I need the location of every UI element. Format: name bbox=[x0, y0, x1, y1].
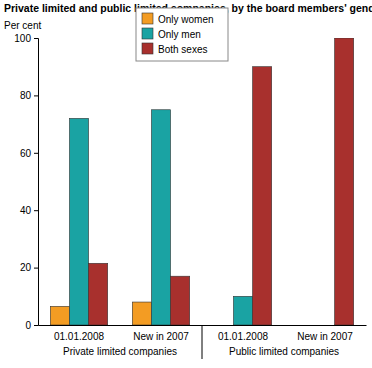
y-tick: 0 bbox=[25, 320, 38, 331]
legend-label: Only women bbox=[158, 14, 214, 25]
y-axis-title: Per cent bbox=[4, 20, 41, 31]
y-tick-mark bbox=[34, 268, 38, 269]
x-tick: New in 2007 bbox=[297, 325, 353, 342]
y-tick-label: 40 bbox=[20, 205, 32, 216]
y-tick-mark bbox=[34, 325, 38, 326]
bar bbox=[69, 118, 88, 325]
y-tick-mark bbox=[34, 153, 38, 154]
bar bbox=[214, 325, 233, 326]
legend-swatch bbox=[142, 28, 153, 39]
x-tick-label: 01.01.2008 bbox=[218, 331, 268, 342]
y-tick-label: 100 bbox=[14, 33, 31, 44]
x-tick-label: 01.01.2008 bbox=[54, 331, 104, 342]
y-tick-mark bbox=[34, 210, 38, 211]
x-tick-label: New in 2007 bbox=[133, 331, 189, 342]
bar bbox=[132, 302, 151, 325]
category-groups: Private limited companies Public limited … bbox=[63, 325, 339, 359]
x-tick: 01.01.2008 bbox=[54, 325, 104, 342]
bar bbox=[335, 38, 354, 325]
bars bbox=[50, 38, 353, 325]
plot: 0 20 40 60 80 100 01.01.2008 New in 2007 01.01.2… bbox=[14, 8, 366, 359]
bar bbox=[296, 325, 315, 326]
category-group-label: Private limited companies bbox=[63, 346, 177, 357]
legend-label: Only men bbox=[158, 29, 201, 40]
bar bbox=[315, 325, 334, 326]
bar bbox=[151, 110, 170, 325]
y-tick-label: 20 bbox=[20, 262, 32, 273]
y-tick-label: 60 bbox=[20, 148, 32, 159]
bar bbox=[50, 306, 69, 325]
legend-label: Both sexes bbox=[158, 44, 207, 55]
legend: Only women Only men Both sexes bbox=[136, 8, 228, 61]
y-tick: 80 bbox=[20, 90, 38, 101]
y-tick-label: 80 bbox=[20, 90, 32, 101]
y-tick: 60 bbox=[20, 148, 38, 159]
y-tick: 100 bbox=[14, 33, 38, 44]
category-group-label: Public limited companies bbox=[229, 346, 339, 357]
y-tick-label: 0 bbox=[25, 320, 31, 331]
legend-box bbox=[136, 8, 228, 61]
bar bbox=[233, 296, 252, 325]
x-tick: 01.01.2008 bbox=[218, 325, 268, 342]
chart: Private limited and public limited compa… bbox=[0, 0, 372, 368]
legend-swatch bbox=[142, 43, 153, 54]
y-axis-line bbox=[34, 39, 39, 326]
y-tick: 20 bbox=[20, 262, 38, 273]
x-tick: New in 2007 bbox=[133, 325, 189, 342]
x-tick-label: New in 2007 bbox=[297, 331, 353, 342]
legend-swatch bbox=[142, 13, 153, 24]
y-axis: 0 20 40 60 80 100 bbox=[14, 33, 38, 331]
bar bbox=[171, 276, 190, 325]
y-tick-mark bbox=[34, 38, 38, 39]
y-tick-mark bbox=[34, 95, 38, 96]
group-separator bbox=[202, 325, 203, 359]
bar bbox=[89, 263, 108, 325]
bar bbox=[253, 67, 272, 325]
y-tick: 40 bbox=[20, 205, 38, 216]
